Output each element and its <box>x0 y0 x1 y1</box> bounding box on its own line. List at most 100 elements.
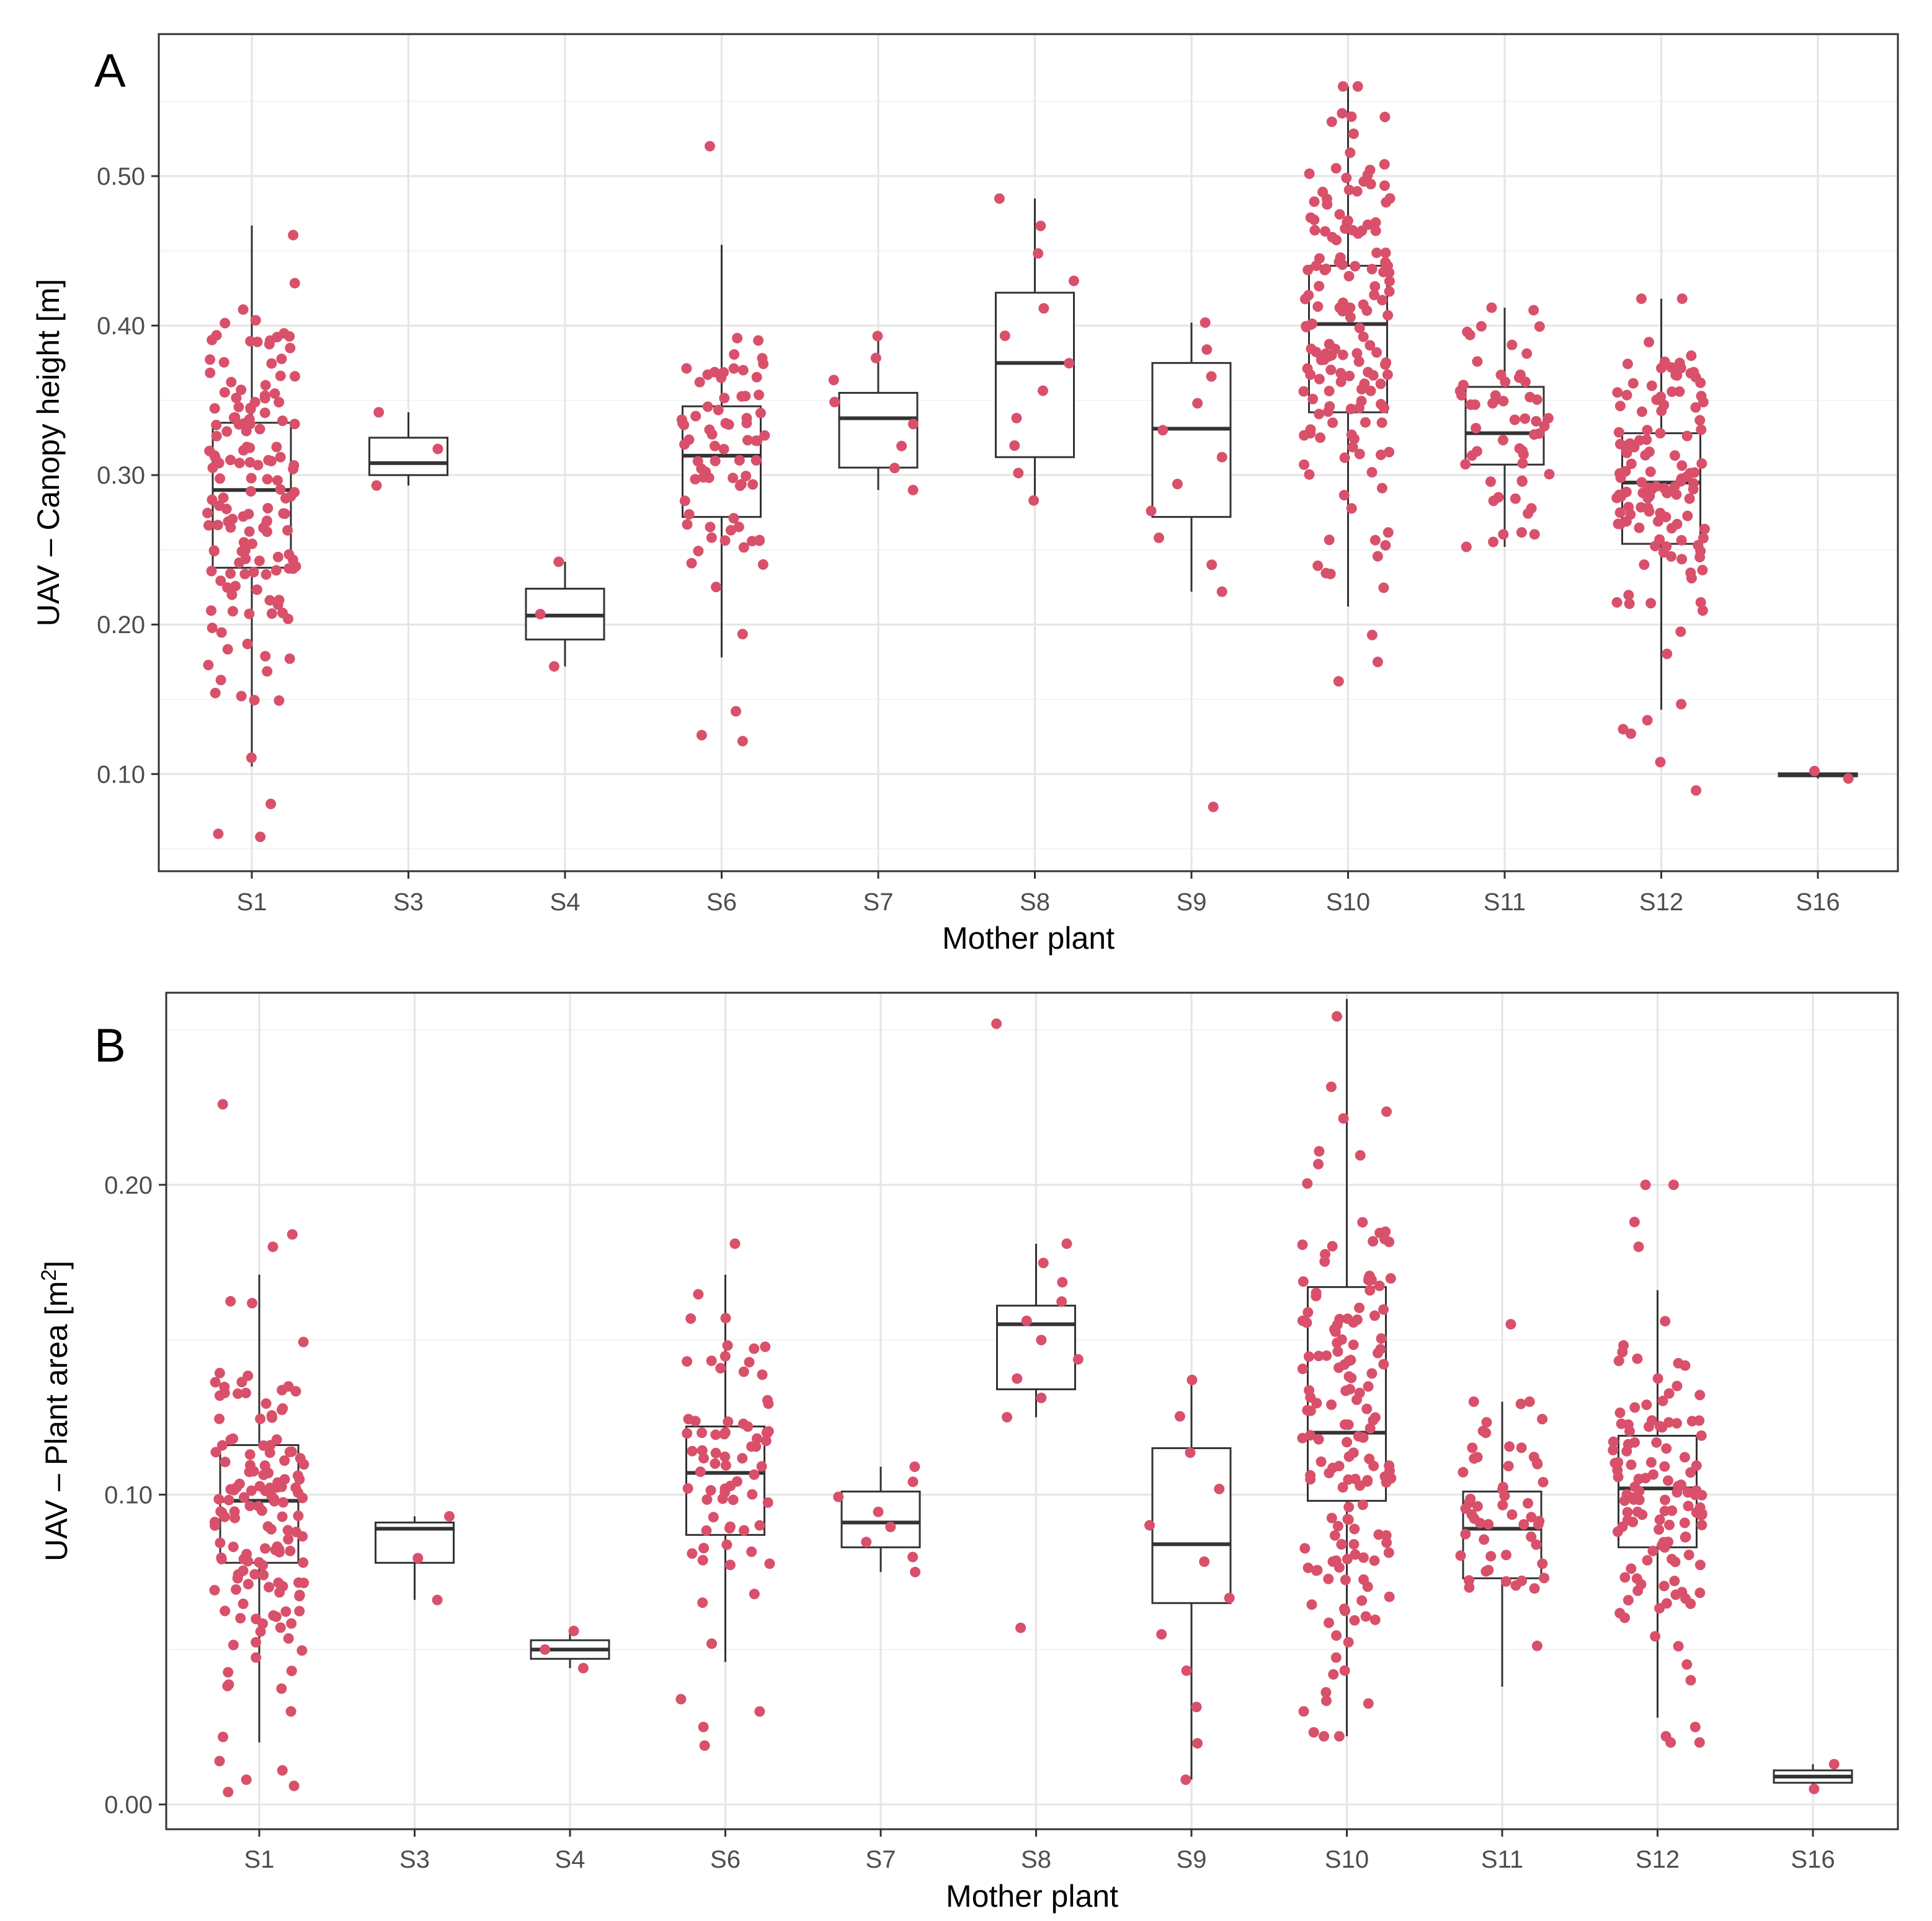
data-point <box>1483 1519 1494 1530</box>
data-point <box>1633 1473 1644 1484</box>
data-point <box>1663 1537 1674 1548</box>
data-point <box>1300 293 1311 304</box>
data-point <box>280 1606 292 1617</box>
data-point <box>1380 540 1391 551</box>
data-point <box>1337 1482 1348 1493</box>
data-point <box>1509 414 1520 425</box>
data-point <box>1321 1350 1332 1361</box>
box-s7 <box>828 331 919 495</box>
data-point <box>1676 699 1687 710</box>
data-point <box>1523 508 1534 519</box>
data-point <box>1608 1445 1619 1456</box>
data-point <box>1691 1460 1702 1471</box>
panel-border <box>165 992 1899 1830</box>
data-point <box>244 414 255 425</box>
data-point <box>1321 1695 1332 1706</box>
data-point <box>1320 1687 1332 1698</box>
data-point <box>221 426 233 437</box>
data-point <box>1663 1417 1675 1428</box>
data-point <box>254 424 265 435</box>
data-point <box>758 358 769 370</box>
data-point <box>1619 1495 1630 1506</box>
data-point <box>1329 1530 1340 1541</box>
data-point <box>679 495 690 507</box>
x-tick-label: S12 <box>1639 889 1683 916</box>
data-point <box>1680 1360 1691 1371</box>
data-point <box>1369 290 1380 301</box>
data-point <box>1655 756 1666 768</box>
data-point <box>1346 503 1357 514</box>
data-point <box>298 1557 309 1568</box>
data-point <box>1365 385 1376 396</box>
data-point <box>722 1340 733 1351</box>
data-point <box>1345 147 1356 158</box>
data-point <box>220 1457 231 1468</box>
data-point <box>1622 1507 1633 1518</box>
data-point <box>1657 1395 1668 1406</box>
data-point <box>222 582 233 593</box>
data-point <box>738 542 749 553</box>
data-point <box>764 1558 775 1569</box>
data-point <box>1539 1573 1550 1584</box>
data-point <box>1611 597 1623 608</box>
data-point <box>1537 1414 1548 1425</box>
data-point <box>1072 1354 1084 1365</box>
data-point <box>231 1482 242 1493</box>
data-point <box>1305 1474 1316 1485</box>
data-point <box>1349 1524 1360 1535</box>
data-point <box>1376 482 1387 494</box>
data-point <box>1200 317 1211 328</box>
data-point <box>1652 516 1663 527</box>
data-point <box>1485 476 1496 487</box>
data-point <box>1381 1537 1392 1548</box>
data-point <box>241 1774 252 1785</box>
data-point <box>1348 1539 1360 1550</box>
data-point <box>1036 1334 1047 1346</box>
data-point <box>1185 1447 1196 1458</box>
data-point <box>284 331 295 342</box>
data-point <box>1655 428 1666 439</box>
data-point <box>260 1543 270 1554</box>
data-point <box>754 535 765 546</box>
x-tick-label: S4 <box>550 889 581 916</box>
data-point <box>274 397 285 408</box>
data-point <box>274 1587 285 1598</box>
data-point <box>227 513 238 525</box>
data-point <box>720 418 731 429</box>
data-point <box>1302 1178 1313 1189</box>
data-point <box>1542 413 1554 424</box>
data-point <box>1670 1589 1681 1600</box>
data-point <box>1314 1146 1325 1157</box>
data-point <box>279 1455 290 1466</box>
data-point <box>762 1497 773 1508</box>
data-point <box>239 569 251 580</box>
data-point <box>1156 1629 1167 1640</box>
data-point <box>1365 179 1376 190</box>
box-s3 <box>368 407 448 491</box>
data-point <box>268 1610 279 1621</box>
data-point <box>719 393 730 404</box>
data-point <box>1343 1371 1355 1382</box>
x-tick-label: S16 <box>1796 889 1840 916</box>
data-point <box>260 650 271 662</box>
data-point <box>1608 1436 1619 1447</box>
data-point <box>1208 801 1219 812</box>
data-point <box>244 608 255 619</box>
data-point <box>1659 1461 1670 1472</box>
data-point <box>1685 1675 1696 1686</box>
data-point <box>1340 1385 1351 1396</box>
data-point <box>1381 357 1392 368</box>
data-point <box>1626 458 1637 469</box>
data-point <box>1214 1483 1225 1494</box>
data-point <box>1651 394 1662 406</box>
data-point <box>214 1367 225 1378</box>
data-point <box>277 608 288 618</box>
data-point <box>1311 1565 1322 1576</box>
data-point <box>1320 1249 1330 1260</box>
data-point <box>1544 469 1555 480</box>
data-point <box>1679 1452 1690 1463</box>
data-point <box>259 390 270 401</box>
data-point <box>1629 1217 1640 1228</box>
data-point <box>1694 1737 1705 1748</box>
data-point <box>1616 491 1626 502</box>
